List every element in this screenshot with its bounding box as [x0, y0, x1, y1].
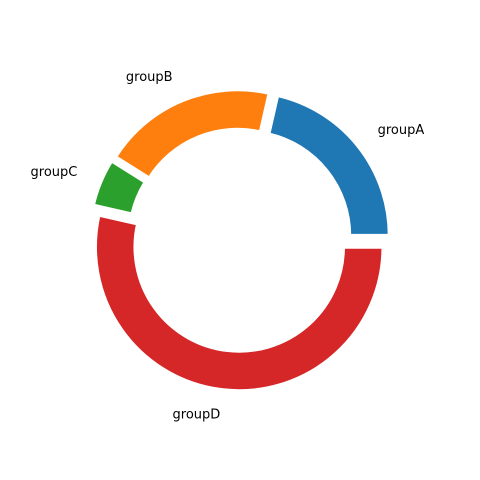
slice-label-groupC: groupC [31, 165, 78, 180]
slice-groupB [112, 87, 272, 181]
slice-groupD [93, 212, 385, 393]
slice-groupA [266, 93, 392, 238]
slice-groupC [91, 158, 148, 217]
slice-label-groupA: groupA [378, 123, 425, 138]
slices-layer [91, 87, 392, 393]
labels-layer: groupA groupB groupC groupD [31, 70, 425, 422]
slice-label-groupB: groupB [126, 70, 173, 85]
slice-label-groupD: groupD [173, 407, 221, 422]
